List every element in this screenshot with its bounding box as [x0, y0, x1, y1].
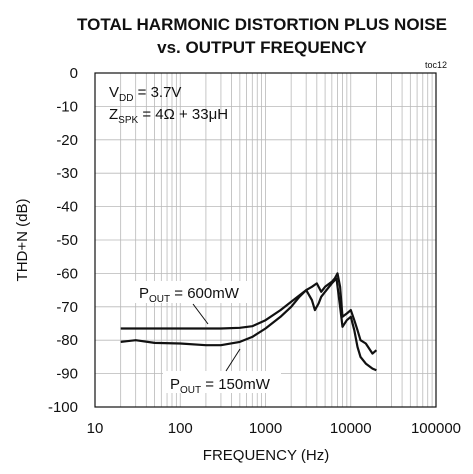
chart-title-line2: vs. OUTPUT FREQUENCY — [157, 38, 367, 57]
x-tick-label: 10 — [87, 420, 104, 437]
series-line-2 — [120, 277, 377, 372]
annotation-150mw: POUT = 150mW — [170, 376, 271, 396]
condition-vdd-subscript: DD — [119, 93, 133, 104]
y-tick-label: -50 — [56, 232, 78, 249]
y-tick-label: -90 — [56, 366, 78, 383]
y-axis-title: THD+N (dB) — [14, 199, 31, 282]
annotation-150mw-symbol: P — [170, 376, 180, 393]
annotation-600mw-subscript: OUT — [149, 294, 170, 305]
condition-zspk: ZSPK = 4Ω + 33μH — [109, 106, 228, 126]
x-tick-label: 100 — [168, 420, 193, 437]
y-tick-label: -30 — [56, 165, 78, 182]
data-series — [120, 272, 378, 372]
plot-frame — [94, 72, 437, 408]
y-tick-label: -40 — [56, 199, 78, 216]
series-line-1 — [120, 272, 378, 355]
y-tick-label: 0 — [70, 65, 78, 82]
annotation-150mw-value: = 150mW — [201, 376, 271, 393]
annotation-600mw: POUT = 600mW — [139, 285, 240, 305]
annotation-600mw-symbol: P — [139, 285, 149, 302]
x-axis-title: FREQUENCY (Hz) — [203, 447, 329, 464]
y-tick-label: -80 — [56, 332, 78, 349]
annotation-150mw-leader — [225, 348, 241, 372]
y-tick-label: -20 — [56, 132, 78, 149]
annotation-600mw-value: = 600mW — [170, 285, 240, 302]
condition-zspk-value: = 4Ω + 33μH — [138, 106, 228, 123]
x-tick-label: 100000 — [411, 420, 461, 437]
tick-labels: 10 100 1000 10000 100000 0 -10 -20 -30 -40 -50 -60 -… — [48, 65, 461, 437]
y-tick-label: -60 — [56, 265, 78, 282]
chart-title-line1: TOTAL HARMONIC DISTORTION PLUS NOISE — [77, 15, 447, 34]
annotation-600mw-background — [134, 281, 252, 303]
y-tick-label: -100 — [48, 399, 78, 416]
condition-vdd-symbol: V — [109, 84, 119, 101]
condition-vdd: VDD = 3.7V — [109, 84, 181, 104]
y-tick-label: -10 — [56, 98, 78, 115]
annotation-150mw-subscript: OUT — [180, 385, 201, 396]
condition-zspk-subscript: SPK — [118, 115, 138, 126]
grid-lines — [95, 73, 436, 407]
x-tick-label: 10000 — [330, 420, 372, 437]
y-tick-label: -70 — [56, 299, 78, 316]
corner-label: toc12 — [425, 60, 447, 70]
condition-vdd-value: = 3.7V — [133, 84, 181, 101]
annotation-600mw-leader — [192, 303, 209, 325]
annotation-150mw-background — [163, 371, 281, 393]
condition-zspk-symbol: Z — [109, 106, 118, 123]
x-tick-label: 1000 — [249, 420, 282, 437]
